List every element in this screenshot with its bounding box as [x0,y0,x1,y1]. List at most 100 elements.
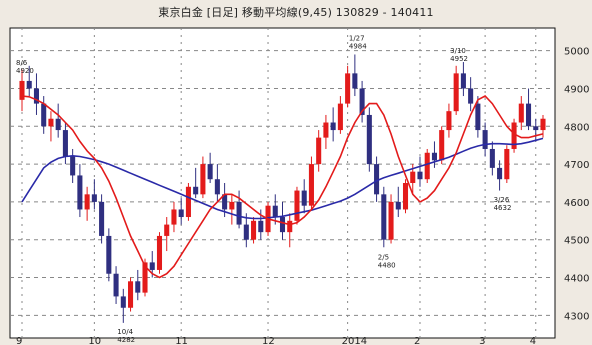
candle-body [540,118,546,131]
x-tick-label: 2014 [342,336,367,345]
y-tick-label: 4700 [564,160,589,171]
candle-body [48,118,54,127]
y-tick-label: 4300 [564,311,589,322]
annotation-value: 4952 [450,55,468,63]
annotation-label: 1/27 [349,35,365,43]
candle-body [19,80,25,100]
x-tick-label: 11 [175,336,188,345]
candle-body [128,281,134,308]
candle-body [431,152,437,161]
candle-body [229,201,235,210]
annotation-value: 4632 [494,204,512,212]
candle-body [149,262,155,270]
candles [19,54,546,323]
x-tick-label: 2 [414,336,420,345]
annotation-label: 2/5 [378,253,389,261]
candle-body [352,73,358,89]
candle-body [330,122,336,131]
candle-body [475,103,481,131]
candle-body [26,80,32,89]
candle-body [395,201,401,210]
candle-body [279,217,286,233]
candle-body [99,201,105,236]
candle-body [468,88,474,104]
candle-body [33,88,40,104]
candle-body [135,281,141,293]
candle-body [164,224,170,236]
x-axis-labels: 9 10 11 12 2014 2 3 4 [16,336,536,345]
chart-title: 東京白金 [日足] 移動平均線(9,45) 130829 - 140411 [158,6,434,19]
candle-body [84,194,90,210]
candle-body [70,156,76,176]
candle-body [193,186,199,195]
candle-body [55,118,61,131]
candle-body [77,175,83,210]
candle-body [251,220,257,240]
y-tick-label: 5000 [564,47,589,58]
candle-body [402,183,409,210]
candle-body [91,194,97,202]
annotation-label: 3/10 [450,47,466,55]
ma-short-line [21,95,544,279]
annotation-value: 4282 [117,336,135,344]
candle-body [424,152,430,180]
candle-body [222,194,228,210]
y-tick-label: 4500 [564,236,589,247]
candle-body [272,205,278,218]
candle-body [366,114,372,165]
candle-body [482,130,488,149]
y-tick-label: 4900 [564,84,589,95]
annotation-label: 8/6 [16,59,28,67]
candle-body [236,201,242,225]
candle-body [453,73,459,112]
candle-body [345,73,351,104]
candle-body [243,224,249,240]
candle-body [497,167,503,180]
candle-body [489,148,495,168]
candle-body [417,171,423,180]
candle-body [533,126,539,131]
x-tick-label: 12 [262,336,275,345]
candle-body [214,179,220,195]
candle-body [142,262,148,293]
plot-background [9,27,556,339]
candle-body [446,111,452,131]
candle-body [308,164,314,206]
candle-body [294,190,300,221]
candle-body [518,103,524,123]
candle-body [120,296,126,308]
annotation-label: 3/26 [494,196,510,204]
candle-body [410,171,416,183]
annotation-value: 4480 [378,261,396,269]
candle-body [301,190,307,206]
candle-body [439,130,445,161]
candle-body [388,201,394,240]
annotation-value: 4920 [16,67,34,75]
candle-body [460,73,466,89]
candle-body [374,164,380,195]
candle-body [200,164,206,195]
y-tick-label: 4400 [564,274,589,285]
candle-body [106,235,112,274]
y-tick-label: 4800 [564,122,589,133]
y-axis-labels: 4300 4400 4500 4600 4700 4800 4900 5000 [564,47,589,323]
candle-body [287,220,293,233]
x-tick-label: 4 [530,336,536,345]
candle-body [171,209,177,225]
x-tick-label: 3 [479,336,485,345]
candle-body [178,209,184,218]
annotation-label: 10/4 [117,328,133,336]
candle-body [185,186,191,218]
y-tick-label: 4600 [564,198,589,209]
candle-body [511,122,517,149]
x-tick-label: 10 [88,336,101,345]
candle-body [504,148,510,180]
x-tick-label: 9 [16,336,22,345]
candle-body [41,103,47,127]
candle-body [62,130,68,157]
candle-body [207,164,213,180]
candle-body [337,103,343,131]
